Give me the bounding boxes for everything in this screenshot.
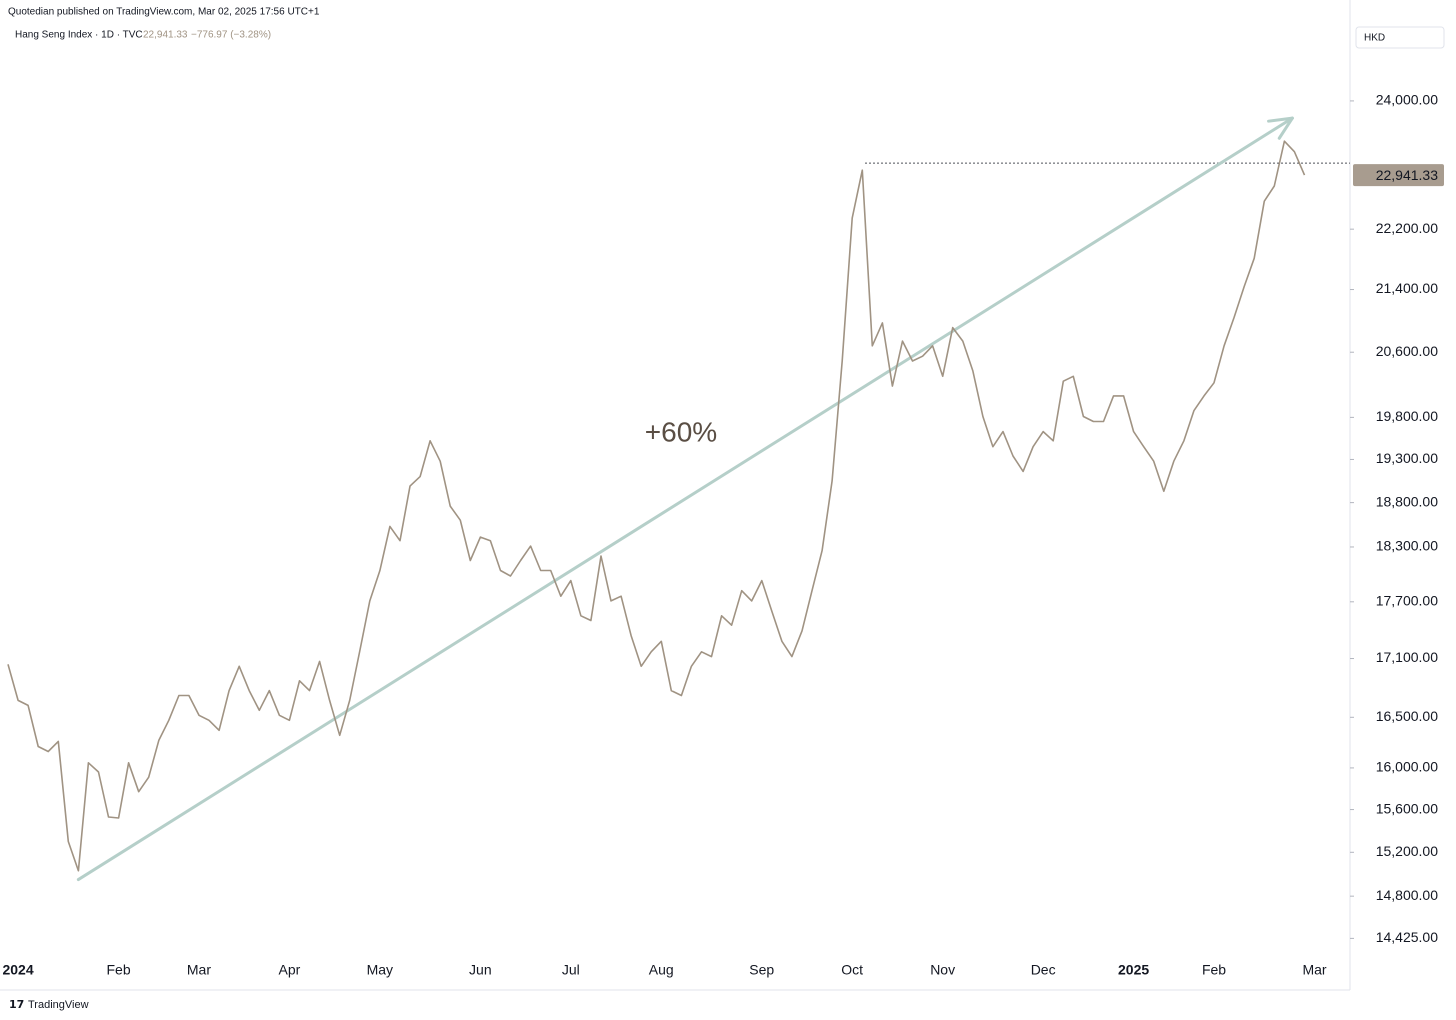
currency[interactable]: HKD [1364,33,1385,44]
y-tick-label: 14,425.00 [1376,929,1438,945]
x-tick-label: Nov [930,962,955,978]
y-tick-label: 16,500.00 [1376,708,1438,724]
y-tick-label: 19,300.00 [1376,450,1438,466]
trend-arrow-head [1277,116,1294,140]
y-tick-label: 17,700.00 [1376,593,1438,609]
annotation: +60% [645,416,717,447]
y-tick-label: 22,200.00 [1376,220,1438,236]
x-tick-label: Dec [1031,962,1056,978]
y-tick-label: 17,100.00 [1376,649,1438,665]
y-tick-label: 14,800.00 [1376,887,1438,903]
x-tick-label: Mar [187,962,211,978]
x-tick-label: Jul [562,962,580,978]
y-tick-label: 18,300.00 [1376,538,1438,554]
price-line [7,140,1306,872]
x-tick-label: May [367,962,393,978]
x-tick-label: Sep [749,962,774,978]
x-tick-label: 2024 [2,962,33,978]
x-tick-label: Aug [649,962,674,978]
y-tick-label: 15,600.00 [1376,800,1438,816]
trend-arrow [76,116,1294,882]
x-tick-label: Apr [279,962,301,978]
x-tick-label: 2025 [1118,962,1149,978]
x-tick-label: Mar [1302,962,1326,978]
y-tick-label: 19,800.00 [1376,408,1438,424]
x-tick-label: Feb [106,962,130,978]
y-tick-label: 15,200.00 [1376,843,1438,859]
y-tick-label: 16,000.00 [1376,759,1438,775]
y-tick-label: 18,800.00 [1376,493,1438,509]
x-tick-label: Feb [1202,962,1226,978]
y-tick-label: 20,600.00 [1376,343,1438,359]
chart-title: Hang Seng Index · 1D · TVC [15,30,143,41]
last-price-label: 22,941.33 [1376,167,1438,183]
currency-box[interactable] [1355,26,1445,49]
legend-price: 22,941.33 [143,30,188,41]
y-tick-label: 21,400.00 [1376,280,1438,296]
y-tick-label: 24,000.00 [1376,92,1438,108]
trend-arrow-head [1267,116,1294,123]
x-tick-label: Jun [469,962,492,978]
footer: TradingView [28,999,89,1011]
footer-logo: 𝟭𝟳 [9,999,24,1011]
x-tick-label: Oct [841,962,863,978]
published-note: Quotedian published on TradingView.com, … [8,7,320,18]
last-price-box [1353,164,1444,187]
legend-change: −776.97 (−3.28%) [191,30,271,41]
